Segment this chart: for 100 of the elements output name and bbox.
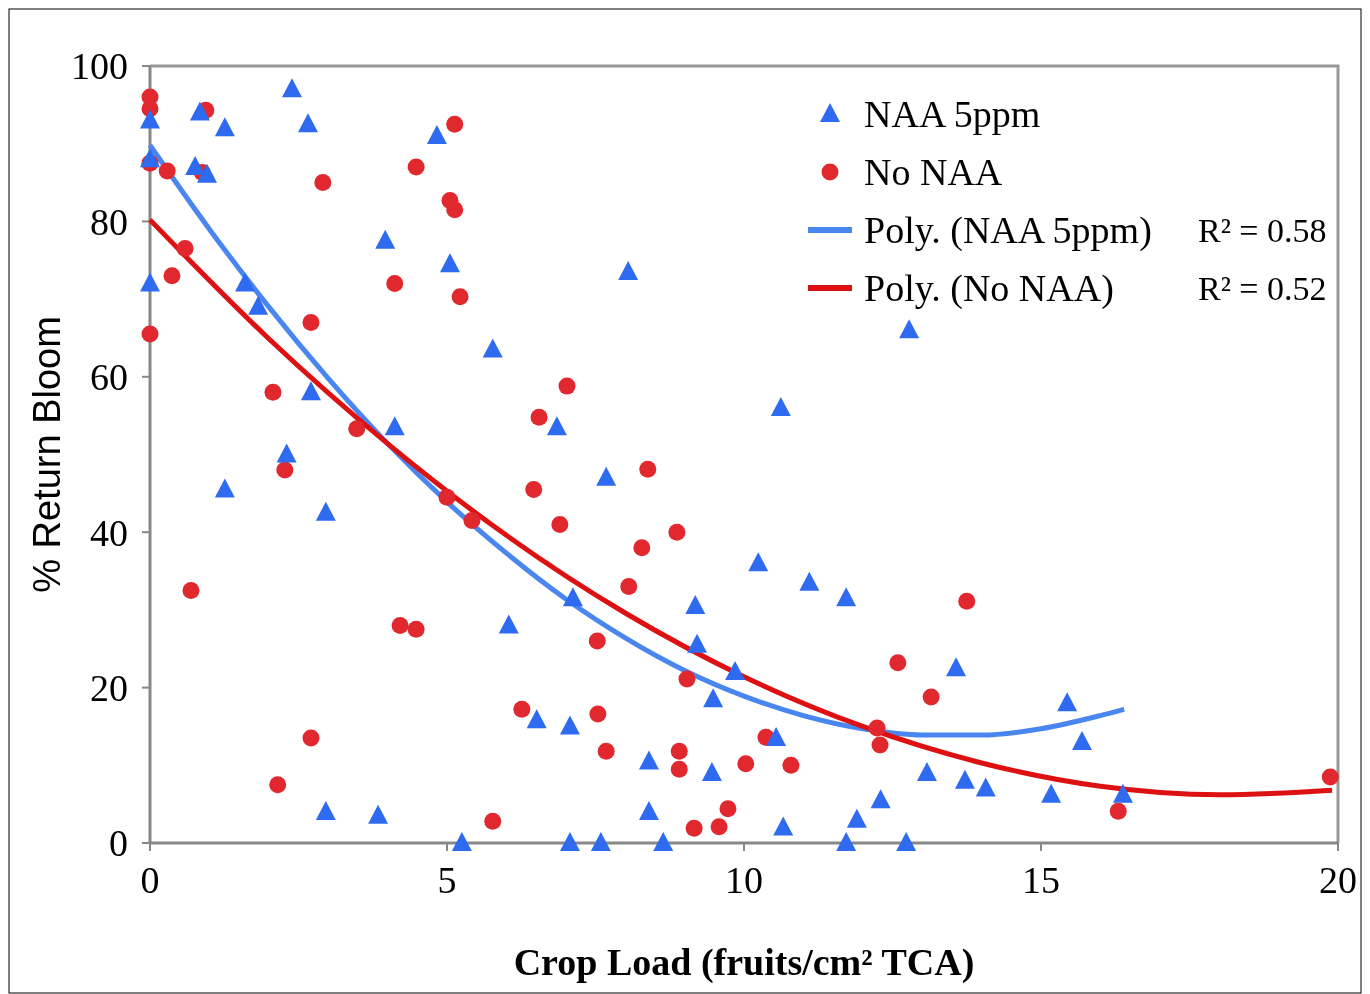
y-axis-title: % Return Bloom [26, 316, 68, 593]
annotation: R² = 0.52 [1198, 269, 1327, 307]
point [725, 661, 746, 681]
y-tick-label: 100 [71, 45, 128, 88]
point [558, 377, 576, 395]
point [748, 552, 769, 572]
point [633, 539, 651, 557]
point [946, 657, 967, 677]
point [770, 396, 791, 416]
point [588, 632, 606, 650]
point [703, 688, 724, 708]
point [618, 260, 639, 280]
point [248, 295, 269, 315]
x-tick-label: 0 [140, 859, 160, 901]
point [384, 416, 405, 436]
point [954, 769, 975, 789]
point [484, 812, 502, 830]
point [562, 587, 583, 607]
legend-label: No NAA [864, 151, 1003, 194]
legend-label: NAA 5ppm [864, 93, 1041, 136]
point [685, 595, 706, 615]
point [298, 113, 318, 133]
point [685, 819, 703, 837]
point [870, 789, 891, 809]
point [235, 272, 256, 292]
x-tick-label: 10 [725, 859, 763, 901]
point [158, 162, 176, 180]
point [140, 109, 160, 129]
point [1109, 802, 1127, 820]
point [375, 229, 396, 249]
point [214, 478, 235, 498]
point [302, 313, 320, 331]
point [197, 163, 218, 183]
point [141, 325, 159, 343]
point [670, 760, 688, 778]
point [922, 688, 940, 706]
point [314, 174, 332, 192]
point [189, 101, 210, 121]
point [668, 523, 686, 541]
point [596, 466, 617, 486]
point [446, 201, 464, 219]
point [916, 762, 937, 782]
point [836, 587, 857, 607]
point [975, 777, 996, 797]
point [620, 578, 638, 596]
point [678, 670, 696, 688]
point [315, 501, 336, 521]
point [597, 742, 615, 760]
y-tick-label: 0 [109, 822, 128, 865]
point [653, 832, 674, 851]
point [451, 288, 469, 306]
y-tick-label: 20 [90, 666, 128, 709]
point [687, 633, 708, 653]
legend-label: Poly. (NAA 5ppm) [864, 209, 1152, 253]
point [546, 416, 567, 436]
point [639, 460, 657, 478]
point [348, 420, 366, 438]
point [899, 319, 920, 339]
point [368, 804, 389, 824]
point [766, 727, 787, 747]
point [163, 267, 181, 285]
y-tick-label: 40 [90, 511, 128, 554]
point [276, 443, 297, 463]
y-tick-label: 60 [90, 356, 128, 399]
point [1112, 783, 1133, 803]
legend-label: Poly. (No NAA) [864, 267, 1114, 311]
point [264, 383, 282, 401]
point [638, 750, 659, 770]
x-axis-title: Crop Load (fruits/cm² TCA) [513, 941, 975, 984]
point [281, 78, 302, 98]
point [836, 832, 857, 851]
point [551, 515, 569, 533]
point [525, 480, 543, 498]
point [498, 614, 519, 634]
point [889, 654, 907, 672]
point [638, 800, 659, 820]
point [868, 719, 886, 737]
point [407, 158, 425, 176]
point [439, 253, 460, 273]
point [407, 620, 425, 638]
point [176, 240, 194, 258]
x-tick-label: 15 [1022, 859, 1060, 901]
point [269, 776, 287, 794]
x-tick-label: 5 [437, 859, 457, 901]
point [513, 700, 531, 718]
point [1071, 730, 1092, 750]
point [589, 705, 607, 723]
point [214, 117, 235, 137]
point [701, 762, 722, 782]
x-tick-label: 20 [1319, 859, 1357, 901]
annotation: R² = 0.58 [1198, 211, 1327, 249]
point [300, 381, 321, 401]
point [773, 816, 794, 836]
point [710, 818, 728, 836]
point [782, 756, 800, 774]
point [1057, 692, 1078, 712]
point [530, 408, 548, 426]
point [302, 729, 320, 747]
point [438, 488, 456, 506]
point [482, 338, 503, 358]
